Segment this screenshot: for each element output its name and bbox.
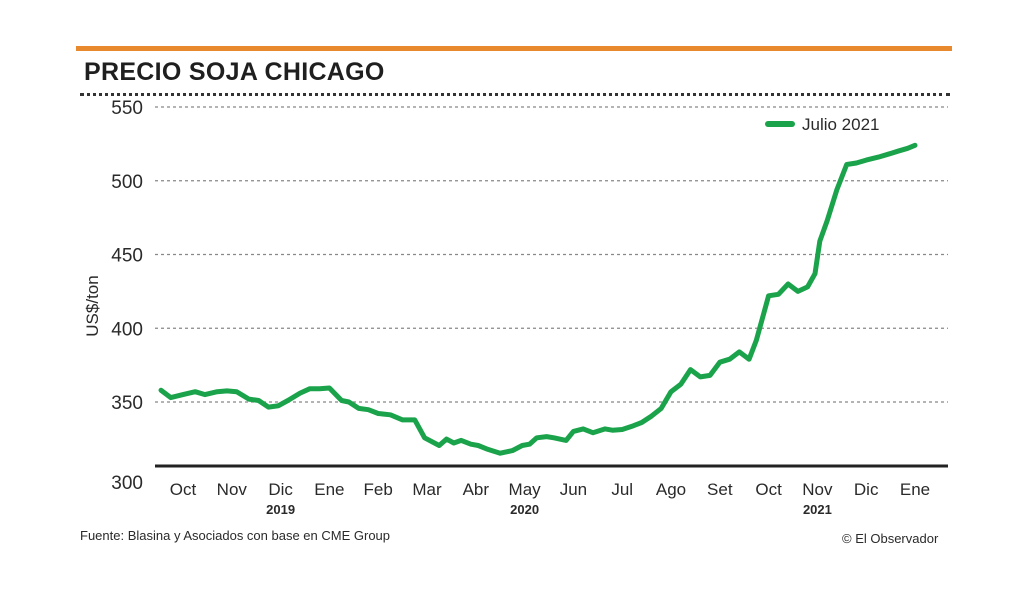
legend: Julio 2021 xyxy=(765,115,880,134)
chart-title: PRECIO SOJA CHICAGO xyxy=(84,58,385,86)
x-tick-label: Jun xyxy=(560,480,587,499)
x-tick-label: Oct xyxy=(170,480,197,499)
x-tick-label: Dic xyxy=(854,480,879,499)
accent-top-rule xyxy=(76,46,952,51)
x-tick-label: Mar xyxy=(412,480,442,499)
x-tick-label: Feb xyxy=(364,480,393,499)
credit-note: © El Observador xyxy=(842,531,939,546)
y-tick-label: 450 xyxy=(111,246,143,267)
x-tick-label: Nov xyxy=(217,480,248,499)
x-tick-label: Ago xyxy=(656,480,686,499)
y-axis-label: US$/ton xyxy=(83,275,102,336)
x-tick-label: Nov xyxy=(802,480,833,499)
year-label: 2021 xyxy=(803,502,832,517)
year-label: 2019 xyxy=(266,502,295,517)
source-note: Fuente: Blasina y Asociados con base en … xyxy=(80,528,391,543)
gridlines xyxy=(155,106,948,403)
title-dotted-rule xyxy=(80,93,950,96)
y-tick-label: 500 xyxy=(111,172,143,193)
y-tick-label: 400 xyxy=(111,319,143,340)
y-tick-label: 550 xyxy=(111,98,143,119)
y-tick-label: 350 xyxy=(111,393,143,414)
y-tick-label: 300 xyxy=(111,473,143,494)
series-layer xyxy=(158,142,918,456)
x-tick-label: Oct xyxy=(755,480,782,499)
year-label: 2020 xyxy=(510,502,539,517)
x-tick-label: Jul xyxy=(611,480,633,499)
x-tick-label: Set xyxy=(707,480,733,499)
x-tick-label: Ene xyxy=(314,480,344,499)
series-line-0 xyxy=(158,142,918,456)
axes: 300 350 400 450 500 550 US$/ton Oct Nov Dic Ene Feb… xyxy=(83,98,948,517)
legend-label: Julio 2021 xyxy=(802,115,880,134)
x-tick-label: May xyxy=(509,480,542,499)
x-tick-label: Dic xyxy=(268,480,293,499)
x-tick-label: Abr xyxy=(463,480,490,499)
x-tick-label: Ene xyxy=(900,480,930,499)
